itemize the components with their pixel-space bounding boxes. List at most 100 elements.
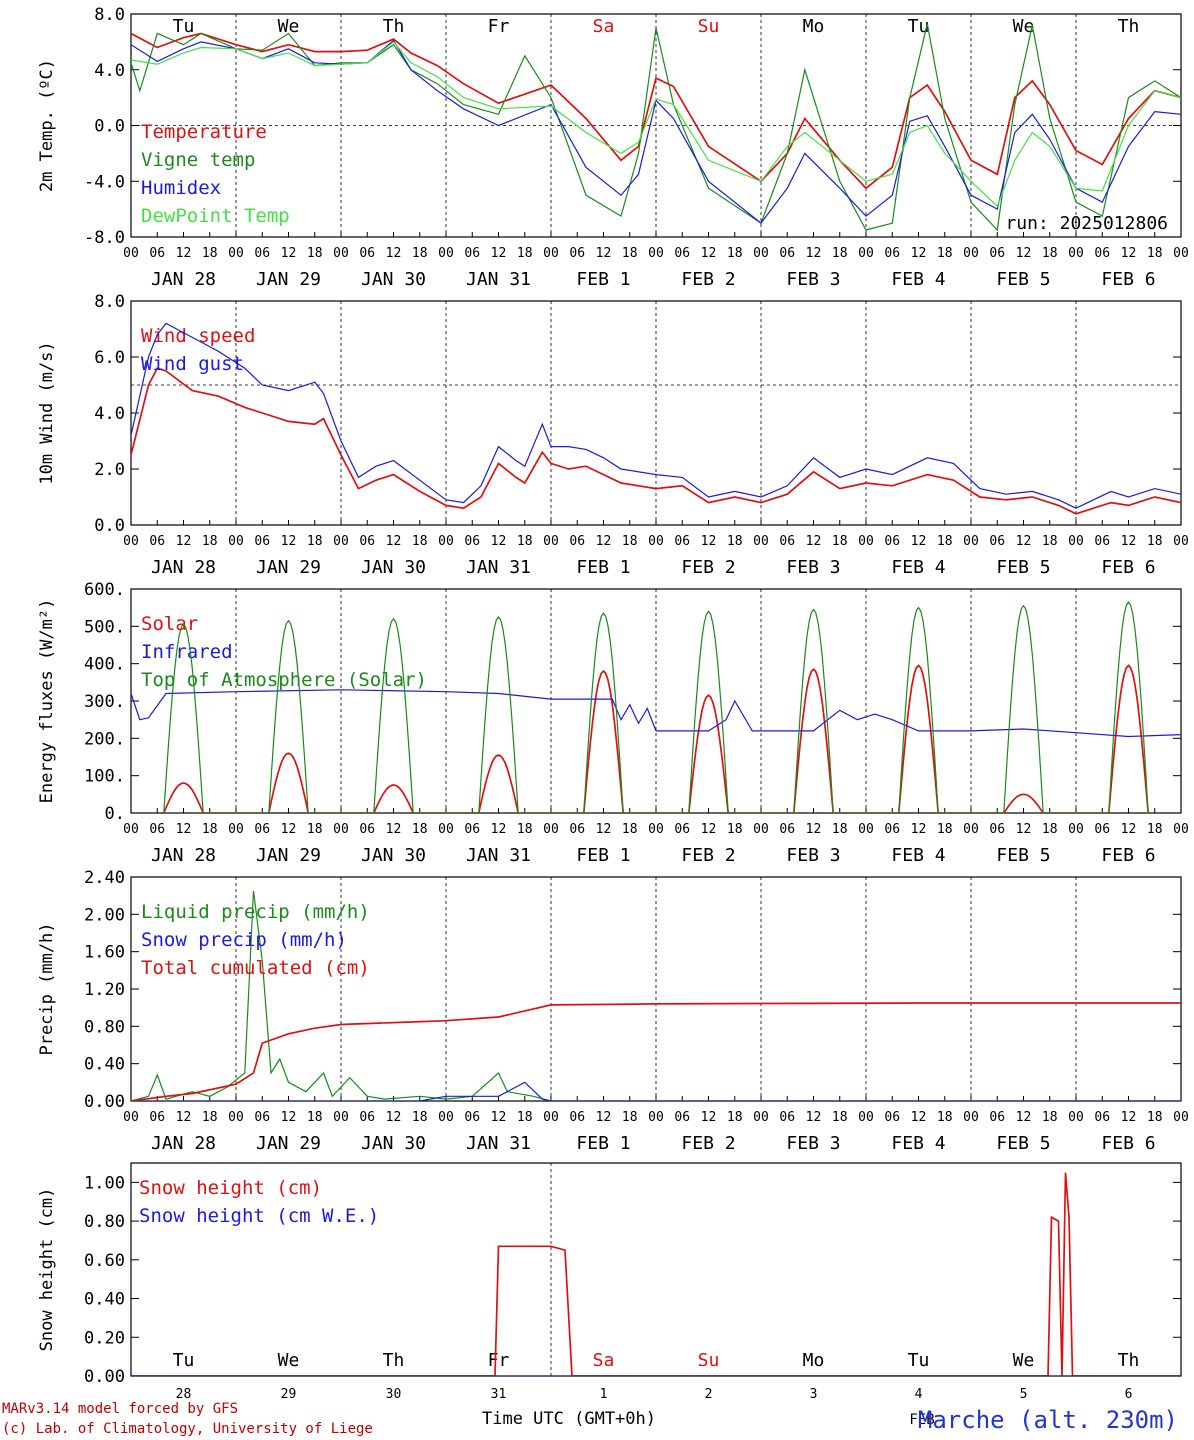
y-tick-label: 1.60 [84, 943, 125, 963]
date-label: FEB 6 [1101, 269, 1155, 290]
date-label: JAN 31 [466, 1133, 531, 1154]
weekday-label: Tu [908, 1350, 930, 1371]
series-line [131, 1081, 1181, 1101]
y-tick-label: 2.0 [94, 460, 125, 480]
x-tick-label: 18 [412, 534, 428, 549]
date-label: FEB 1 [576, 269, 630, 290]
x-tick-label: 18 [202, 822, 218, 837]
x-tick-label: 18 [1042, 246, 1058, 261]
x-tick-label: 00 [1173, 246, 1189, 261]
day-number-label: 31 [491, 1387, 507, 1402]
series-line [161, 601, 1151, 813]
x-tick-label: 00 [543, 1110, 559, 1125]
date-label: JAN 29 [256, 557, 321, 578]
x-tick-label: 06 [149, 246, 165, 261]
lab-credit: (c) Lab. of Climatology, University of L… [2, 1421, 373, 1437]
x-tick-label: 06 [884, 1110, 900, 1125]
weekday-label: Fr [488, 1350, 510, 1371]
weekday-label: Th [1118, 1350, 1140, 1371]
x-tick-label: 18 [622, 246, 638, 261]
x-tick-label: 12 [701, 1110, 717, 1125]
date-label: JAN 28 [151, 269, 216, 290]
x-tick-label: 06 [254, 822, 270, 837]
x-tick-label: 18 [622, 534, 638, 549]
weekday-label: We [278, 1350, 300, 1371]
day-number-label: 29 [281, 1387, 297, 1402]
panel-3: 0. 100. 200. 300. 400. 500. 600. Energy fluxes … [37, 580, 1189, 866]
x-tick-label: 00 [963, 822, 979, 837]
x-tick-label: 18 [622, 1110, 638, 1125]
x-tick-label: 06 [779, 246, 795, 261]
date-label: FEB 2 [681, 1133, 735, 1154]
x-tick-label: 00 [648, 1110, 664, 1125]
date-label: FEB 5 [996, 557, 1050, 578]
x-tick-label: 00 [648, 822, 664, 837]
x-tick-label: 06 [464, 246, 480, 261]
legend-entry: Snow height (cm W.E.) [139, 1205, 379, 1227]
x-tick-label: 12 [806, 822, 822, 837]
weekday-label: Th [1118, 16, 1140, 37]
x-tick-label: 18 [517, 534, 533, 549]
x-tick-label: 18 [832, 246, 848, 261]
x-tick-label: 00 [1173, 1110, 1189, 1125]
legend-entry: Snow height (cm) [139, 1177, 322, 1199]
y-tick-label: 0.40 [84, 1055, 125, 1075]
date-label: FEB 4 [891, 557, 945, 578]
x-tick-label: 12 [176, 534, 192, 549]
y-tick-label: 0.40 [84, 1290, 125, 1310]
series-line [131, 39, 1181, 224]
x-tick-label: 12 [701, 246, 717, 261]
date-label: FEB 6 [1101, 845, 1155, 866]
x-tick-label: 12 [281, 822, 297, 837]
panel-2: 0.0 2.0 4.0 6.0 8.0 10m Wind (m/s) 00 06 12 18 JAN… [37, 292, 1189, 578]
x-tick-label: 00 [543, 534, 559, 549]
x-tick-label: 00 [753, 246, 769, 261]
series-line [131, 890, 1181, 1101]
series-line [131, 41, 1181, 208]
date-label: FEB 4 [891, 845, 945, 866]
series-line [131, 1172, 1181, 1376]
x-tick-label: 06 [569, 822, 585, 837]
x-tick-label: 06 [779, 1110, 795, 1125]
x-tick-label: 06 [149, 822, 165, 837]
date-label: JAN 31 [466, 557, 531, 578]
legend-entry: DewPoint Temp [141, 205, 290, 227]
x-tick-label: 00 [963, 1110, 979, 1125]
x-tick-label: 12 [281, 1110, 297, 1125]
x-tick-label: 18 [937, 246, 953, 261]
x-tick-label: 18 [202, 534, 218, 549]
x-tick-label: 06 [254, 246, 270, 261]
x-tick-label: 06 [884, 246, 900, 261]
y-tick-label: 0.0 [94, 516, 125, 536]
x-tick-label: 06 [359, 1110, 375, 1125]
x-tick-label: 18 [202, 1110, 218, 1125]
x-tick-label: 18 [412, 822, 428, 837]
x-tick-label: 06 [359, 534, 375, 549]
x-tick-label: 18 [307, 822, 323, 837]
x-tick-label: 06 [149, 534, 165, 549]
x-tick-label: 06 [254, 1110, 270, 1125]
x-tick-label: 12 [386, 822, 402, 837]
x-tick-label: 00 [858, 822, 874, 837]
x-tick-label: 00 [123, 246, 139, 261]
weekday-label: We [1013, 16, 1035, 37]
x-tick-label: 12 [911, 246, 927, 261]
x-tick-label: 00 [333, 534, 349, 549]
x-tick-label: 18 [832, 534, 848, 549]
x-tick-label: 00 [438, 246, 454, 261]
day-number-label: 6 [1125, 1387, 1133, 1402]
x-tick-label: 12 [176, 246, 192, 261]
y-tick-label: 0.00 [84, 1092, 125, 1112]
x-tick-label: 12 [911, 534, 927, 549]
month-label: FEB [909, 1412, 934, 1428]
y-tick-label: 4.0 [94, 404, 125, 424]
x-tick-label: 00 [438, 1110, 454, 1125]
x-tick-label: 12 [911, 1110, 927, 1125]
series-line [131, 1002, 1181, 1101]
legend-entry: Snow precip (mm/h) [141, 929, 347, 951]
date-label: JAN 29 [256, 1133, 321, 1154]
x-tick-label: 18 [937, 1110, 953, 1125]
x-tick-label: 06 [1094, 1110, 1110, 1125]
x-tick-label: 00 [543, 822, 559, 837]
y-tick-label: 600. [84, 580, 125, 600]
